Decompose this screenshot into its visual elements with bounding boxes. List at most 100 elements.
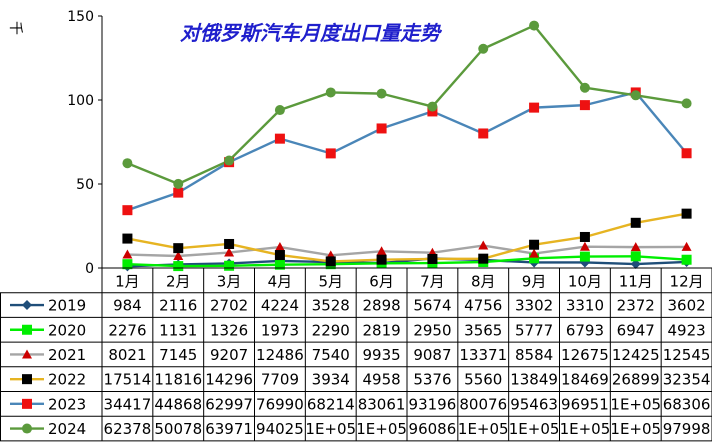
table-cell-value: 93196: [409, 395, 457, 413]
data-point-2020: [579, 251, 590, 262]
table-cell-value: 12486: [256, 346, 304, 364]
table-cell-value: 4756: [464, 297, 502, 315]
table-cell-value: 18469: [561, 371, 609, 389]
table-cell-value: 9087: [413, 346, 451, 364]
table-cell-value: 4923: [667, 321, 705, 339]
data-point-2023: [376, 123, 387, 134]
data-point-2020: [224, 260, 235, 271]
table-cell-value: 68214: [307, 395, 355, 413]
data-point-2020: [173, 261, 184, 272]
series-line-2021: [127, 244, 687, 258]
table-cell-value: 1E+05: [458, 420, 509, 438]
series-line-2023: [127, 91, 688, 212]
table-cell-value: 1E+05: [560, 420, 611, 438]
table-cell-value: 95463: [510, 395, 558, 413]
table-cell-value: 1E+05: [356, 420, 407, 438]
data-point-2024: [122, 158, 133, 169]
y-tick-label: 50: [76, 177, 94, 193]
series-line-2022: [127, 212, 687, 263]
x-category-label: 8月: [471, 273, 496, 291]
table-cell-value: 62378: [104, 420, 152, 438]
table-cell-value: 7540: [312, 346, 350, 364]
table-cell-value: 94025: [256, 420, 304, 438]
data-point-2021: [376, 246, 387, 256]
table-cell-value: 8584: [515, 346, 553, 364]
data-point-2023: [122, 205, 133, 216]
data-point-2021: [681, 241, 692, 251]
table-cell-value: 62997: [205, 395, 253, 413]
table-cell-value: 984: [113, 297, 142, 315]
legend-series-name: 2019: [48, 297, 86, 315]
data-point-2020: [122, 259, 133, 270]
table-cell-value: 96086: [409, 420, 457, 438]
data-point-2022: [579, 231, 590, 242]
data-point-2021: [478, 240, 489, 250]
data-point-2021: [224, 247, 235, 257]
data-point-2022: [224, 238, 235, 249]
table-cell-value: 3934: [312, 371, 350, 389]
data-point-2024: [529, 20, 540, 31]
table-cell-value: 13371: [459, 346, 507, 364]
table-cell-value: 2116: [159, 297, 197, 315]
chart-title: 对俄罗斯汽车月度出口量走势: [180, 21, 443, 45]
x-category-label: 5月: [318, 273, 343, 291]
data-point-2021: [529, 248, 540, 258]
x-category-label: 10月: [568, 273, 602, 291]
table-cell-value: 32354: [663, 371, 711, 389]
table-cell-value: 5560: [464, 371, 502, 389]
data-point-2022: [122, 233, 133, 244]
table-cell-value: 1E+05: [305, 420, 356, 438]
x-category-label: 2月: [166, 273, 191, 291]
data-point-2024: [681, 98, 692, 109]
x-category-label: 4月: [268, 273, 293, 291]
table-cell-value: 1E+05: [610, 395, 661, 413]
data-point-2021: [173, 250, 184, 260]
data-point-2021: [630, 242, 641, 252]
data-point-2022: [173, 243, 184, 254]
data-point-2024: [224, 155, 235, 166]
y-tick-label: 100: [67, 93, 94, 109]
legend-key-marker-2023: [22, 398, 32, 409]
series-line-2020: [127, 255, 687, 268]
data-point-2024: [274, 105, 285, 116]
data-point-2023: [173, 187, 184, 198]
data-point-2021: [274, 242, 285, 252]
table-cell-value: 7709: [261, 371, 299, 389]
table-cell-value: 2702: [210, 297, 248, 315]
table-cell-value: 2898: [362, 297, 400, 315]
legend-key-marker-2021: [22, 349, 32, 359]
data-point-2023: [529, 102, 540, 113]
data-point-2022: [376, 254, 387, 265]
legend-series-name: 2023: [48, 395, 86, 413]
legend-key-marker-2020: [22, 324, 32, 335]
table-cell-value: 8021: [108, 346, 146, 364]
table-cell-value: 1973: [261, 321, 299, 339]
table-cell-value: 50078: [154, 420, 202, 438]
table-cell-value: 34417: [104, 395, 152, 413]
data-point-2020: [274, 259, 285, 270]
x-category-label: 3月: [217, 273, 242, 291]
table-cell-value: 2819: [362, 321, 400, 339]
table-cell-value: 12545: [663, 346, 711, 364]
table-cell-value: 80076: [459, 395, 507, 413]
table-cell-value: 1E+05: [509, 420, 560, 438]
data-point-2022: [325, 256, 336, 267]
series-line-2019: [127, 257, 687, 268]
data-point-2024: [427, 101, 438, 112]
data-point-2022: [274, 250, 285, 261]
table-cell-value: 9935: [362, 346, 400, 364]
table-cell-value: 96951: [561, 395, 609, 413]
data-point-2024: [325, 87, 336, 98]
table-cell-value: 1131: [159, 321, 197, 339]
data-point-2024: [478, 43, 489, 54]
data-point-2023: [681, 148, 692, 159]
data-point-2023: [325, 148, 336, 159]
x-category-label: 11月: [619, 273, 653, 291]
table-cell-value: 9207: [210, 346, 248, 364]
table-cell-value: 3310: [566, 297, 604, 315]
data-point-2022: [478, 253, 489, 264]
table-cell-value: 7145: [159, 346, 197, 364]
table-cell-value: 83061: [358, 395, 406, 413]
table-cell-value: 44868: [154, 395, 202, 413]
